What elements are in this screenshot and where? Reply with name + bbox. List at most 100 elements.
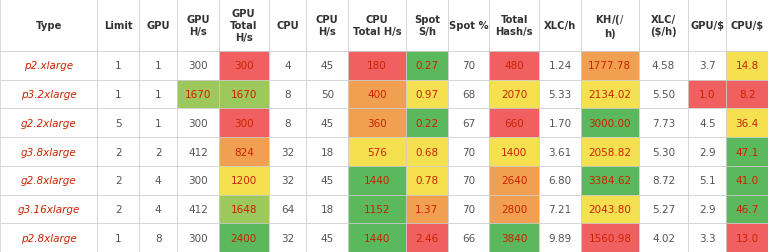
Text: 412: 412 — [188, 204, 208, 214]
Bar — [539, 224, 581, 252]
Text: p3.2xlarge: p3.2xlarge — [21, 90, 77, 100]
Bar — [98, 138, 139, 166]
Bar — [219, 166, 269, 195]
Text: CPU: CPU — [276, 21, 299, 31]
Text: 1: 1 — [155, 61, 161, 71]
Bar — [98, 224, 139, 252]
Bar — [448, 0, 489, 52]
Text: 4: 4 — [155, 204, 161, 214]
Text: g3.16xlarge: g3.16xlarge — [18, 204, 80, 214]
Bar — [688, 109, 727, 138]
Text: 4.02: 4.02 — [652, 233, 675, 243]
Text: CPU/$: CPU/$ — [730, 21, 763, 31]
Text: 8.2: 8.2 — [739, 90, 756, 100]
Bar — [489, 52, 539, 80]
Bar — [98, 52, 139, 80]
Text: Total
Hash/s: Total Hash/s — [495, 15, 533, 37]
Bar — [0, 166, 98, 195]
Bar — [98, 195, 139, 224]
Text: 70: 70 — [462, 175, 475, 185]
Text: 45: 45 — [321, 61, 334, 71]
Bar — [177, 52, 219, 80]
Text: p2.8xlarge: p2.8xlarge — [21, 233, 77, 243]
Text: 1: 1 — [155, 118, 161, 128]
Bar — [727, 109, 768, 138]
Text: 2.9: 2.9 — [699, 204, 716, 214]
Text: 5.1: 5.1 — [699, 175, 716, 185]
Text: 3.3: 3.3 — [699, 233, 716, 243]
Text: CPU
H/s: CPU H/s — [316, 15, 339, 37]
Text: 32: 32 — [281, 233, 294, 243]
Bar — [219, 0, 269, 52]
Text: 5.33: 5.33 — [548, 90, 571, 100]
Bar — [406, 0, 448, 52]
Bar — [727, 224, 768, 252]
Bar — [581, 195, 639, 224]
Bar — [688, 224, 727, 252]
Text: 8: 8 — [155, 233, 161, 243]
Text: 36.4: 36.4 — [736, 118, 759, 128]
Text: 41.0: 41.0 — [736, 175, 759, 185]
Text: 300: 300 — [188, 233, 208, 243]
Bar — [406, 224, 448, 252]
Text: 300: 300 — [234, 118, 253, 128]
Text: 360: 360 — [367, 118, 387, 128]
Text: 1777.78: 1777.78 — [588, 61, 631, 71]
Bar — [269, 52, 306, 80]
Text: 4.58: 4.58 — [652, 61, 675, 71]
Text: GPU
Total
H/s: GPU Total H/s — [230, 9, 257, 42]
Bar — [688, 0, 727, 52]
Bar — [539, 138, 581, 166]
Bar — [306, 224, 348, 252]
Text: 5.30: 5.30 — [652, 147, 675, 157]
Bar — [688, 138, 727, 166]
Bar — [269, 166, 306, 195]
Bar — [269, 195, 306, 224]
Bar — [727, 0, 768, 52]
Bar — [688, 166, 727, 195]
Text: Spot %: Spot % — [449, 21, 488, 31]
Bar — [177, 166, 219, 195]
Bar — [177, 224, 219, 252]
Text: p2.xlarge: p2.xlarge — [24, 61, 73, 71]
Bar — [139, 0, 177, 52]
Bar — [348, 109, 406, 138]
Text: 3384.62: 3384.62 — [588, 175, 631, 185]
Bar — [348, 0, 406, 52]
Text: 4.5: 4.5 — [699, 118, 716, 128]
Text: 14.8: 14.8 — [736, 61, 759, 71]
Bar — [98, 80, 139, 109]
Bar — [348, 195, 406, 224]
Bar — [177, 80, 219, 109]
Bar — [639, 0, 688, 52]
Text: 4: 4 — [155, 175, 161, 185]
Text: 1: 1 — [115, 61, 121, 71]
Bar — [581, 138, 639, 166]
Bar — [688, 52, 727, 80]
Text: 3840: 3840 — [502, 233, 528, 243]
Text: 1: 1 — [115, 90, 121, 100]
Bar — [269, 109, 306, 138]
Bar — [688, 195, 727, 224]
Bar — [581, 80, 639, 109]
Text: 1440: 1440 — [364, 175, 390, 185]
Text: 3.61: 3.61 — [548, 147, 571, 157]
Text: 47.1: 47.1 — [736, 147, 759, 157]
Text: 300: 300 — [188, 118, 208, 128]
Text: Spot
S/h: Spot S/h — [414, 15, 440, 37]
Bar — [581, 0, 639, 52]
Text: 0.27: 0.27 — [415, 61, 439, 71]
Bar — [269, 80, 306, 109]
Text: 2: 2 — [115, 175, 121, 185]
Text: 824: 824 — [233, 147, 253, 157]
Bar — [0, 80, 98, 109]
Text: KH/($/$
h): KH/($/$ h) — [595, 13, 624, 39]
Bar — [406, 166, 448, 195]
Bar — [269, 138, 306, 166]
Text: 3000.00: 3000.00 — [588, 118, 631, 128]
Bar — [539, 52, 581, 80]
Bar — [139, 109, 177, 138]
Text: 0.22: 0.22 — [415, 118, 439, 128]
Bar — [539, 166, 581, 195]
Bar — [448, 166, 489, 195]
